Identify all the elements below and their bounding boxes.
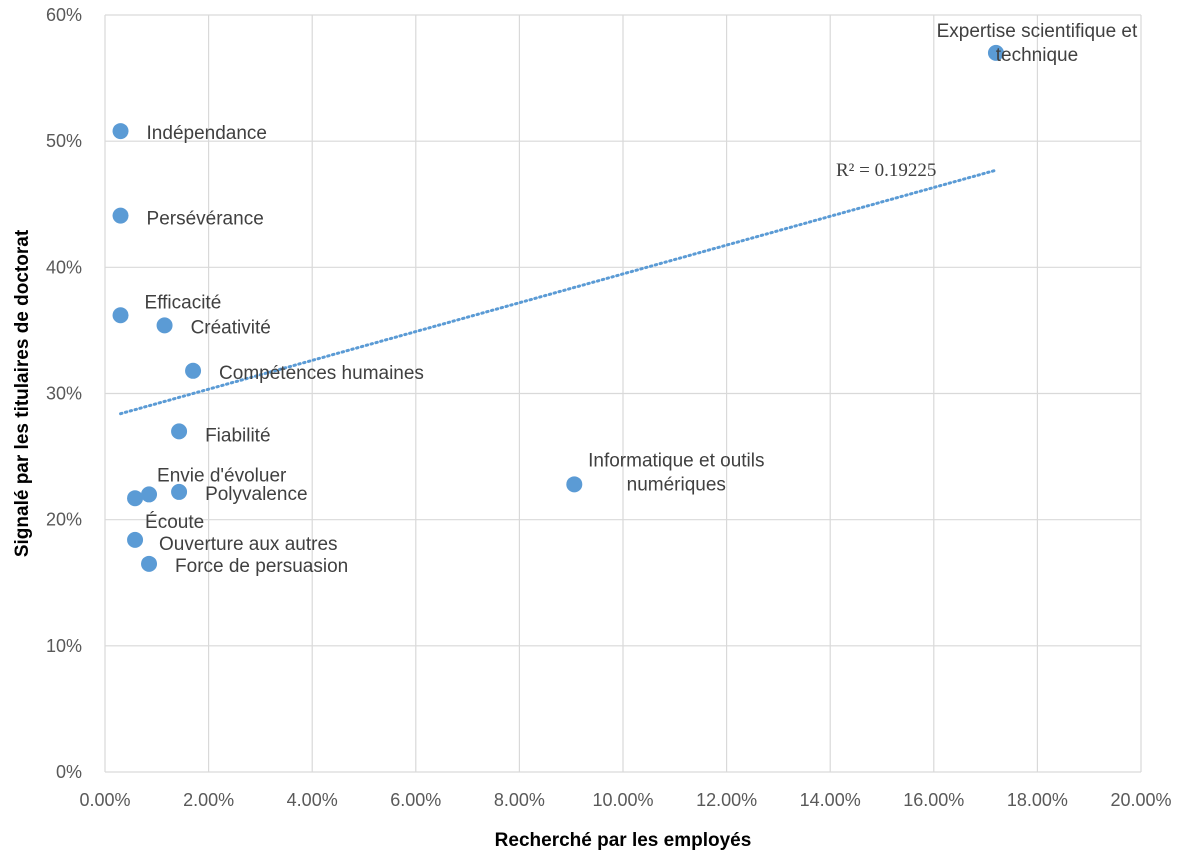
data-point — [112, 207, 129, 224]
data-points — [112, 44, 1004, 572]
data-label: Ouverture aux autres — [159, 534, 337, 555]
x-tick-label: 14.00% — [800, 790, 861, 810]
data-point — [112, 307, 129, 324]
data-point — [127, 531, 144, 548]
data-label: Force de persuasion — [175, 556, 348, 577]
y-tick-label: 40% — [46, 257, 82, 277]
y-tick-label: 50% — [46, 131, 82, 151]
data-label: numériques — [627, 474, 726, 495]
trendline — [119, 168, 998, 416]
x-axis-title: Recherché par les employés — [495, 830, 752, 851]
data-point — [185, 362, 202, 379]
x-tick-label: 12.00% — [696, 790, 757, 810]
data-label: Persévérance — [147, 209, 264, 230]
x-tick-label: 8.00% — [494, 790, 545, 810]
data-label: Compétences humaines — [219, 363, 424, 384]
trendline-group: R² = 0.19225 — [119, 160, 998, 416]
data-label: Envie d'évoluer — [157, 465, 287, 486]
data-label: Créativité — [191, 317, 271, 338]
x-tick-label: 2.00% — [183, 790, 234, 810]
y-tick-label: 20% — [46, 510, 82, 530]
x-tick-label: 4.00% — [287, 790, 338, 810]
data-label: Indépendance — [147, 123, 267, 144]
data-point — [156, 317, 173, 334]
x-tick-label: 6.00% — [390, 790, 441, 810]
data-label: Efficacité — [145, 292, 222, 313]
data-label: Polyvalence — [205, 484, 307, 505]
y-axis-title: Signalé par les titulaires de doctorat — [12, 229, 33, 557]
x-tick-label: 10.00% — [592, 790, 653, 810]
y-tick-labels: 0% 10% 20% 30% 40% 50% 60% — [46, 5, 82, 782]
data-point — [566, 476, 583, 493]
r2-label: R² = 0.19225 — [836, 160, 936, 181]
data-point — [112, 123, 129, 140]
grid-lines — [104, 14, 1142, 773]
x-tick-labels: 0.00% 2.00% 4.00% 6.00% 8.00% 10.00% 12.00% 14.… — [79, 790, 1171, 810]
data-point — [141, 555, 158, 572]
x-tick-label: 16.00% — [903, 790, 964, 810]
y-tick-label: 0% — [56, 762, 82, 782]
data-point — [171, 483, 188, 500]
data-point — [987, 44, 1004, 61]
y-tick-label: 30% — [46, 384, 82, 404]
x-tick-label: 0.00% — [79, 790, 130, 810]
data-point — [171, 423, 188, 440]
data-label: Informatique et outils — [588, 450, 764, 471]
y-tick-label: 10% — [46, 636, 82, 656]
data-point — [141, 486, 158, 503]
data-label: Expertise scientifique et — [937, 21, 1138, 42]
data-labels: Indépendance Persévérance Efficacité Créati… — [145, 21, 1138, 577]
y-tick-label: 60% — [46, 5, 82, 25]
x-tick-label: 18.00% — [1007, 790, 1068, 810]
data-label: technique — [996, 45, 1078, 66]
data-label: Fiabilité — [205, 425, 270, 446]
data-label: Écoute — [145, 512, 204, 533]
x-tick-label: 20.00% — [1110, 790, 1171, 810]
data-point — [127, 490, 144, 507]
